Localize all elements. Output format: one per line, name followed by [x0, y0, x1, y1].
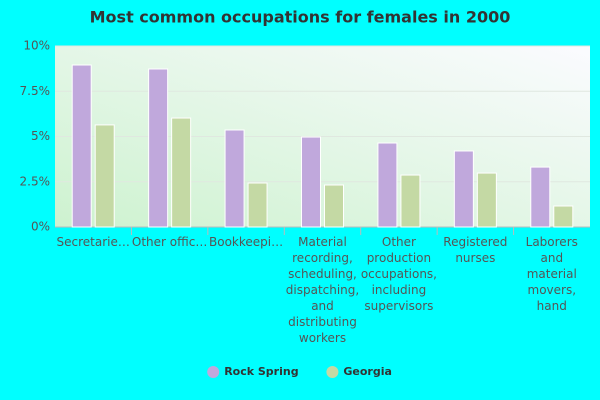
bar: [553, 205, 574, 228]
y-tick-label: 10%: [23, 39, 50, 53]
legend-label: Georgia: [343, 365, 392, 378]
bar: [400, 174, 421, 228]
x-tick-label: Laborers and material movers, hand: [525, 235, 578, 313]
x-tick-label-box: Registered nurses: [443, 235, 508, 265]
bar: [301, 136, 321, 228]
x-tick-label: Other offic…: [131, 235, 208, 249]
x-tick-label-box: Material recording, scheduling, dispatch…: [285, 235, 360, 345]
x-tick-label: Bookkeepi…: [209, 235, 284, 249]
x-tick-label-box: Other production occupations, including …: [360, 235, 437, 313]
x-tick-label-box: Bookkeepi…: [209, 235, 284, 249]
legend-marker: [326, 366, 339, 378]
x-tick-label: Registered nurses: [443, 235, 508, 265]
legend-marker: [207, 366, 220, 378]
x-tick-label-box: Other offic…: [131, 235, 208, 249]
x-tick-label-box: Secretarie…: [56, 235, 130, 249]
bar: [453, 150, 474, 228]
y-tick-label: 2.5%: [20, 174, 51, 188]
y-tick-label: 0%: [31, 220, 50, 234]
bar: [476, 172, 497, 228]
x-tick-label: Other production occupations, including …: [360, 235, 437, 313]
x-tick-label-box: Laborers and material movers, hand: [525, 235, 578, 313]
bar: [148, 68, 169, 228]
y-tick-label: 7.5%: [20, 84, 51, 98]
legend-label: Rock Spring: [224, 365, 298, 378]
bar: [324, 184, 344, 228]
bar: [247, 182, 268, 228]
x-tick-label: Material recording, scheduling, dispatch…: [285, 235, 360, 345]
bar: [224, 129, 245, 228]
y-tick-label: 5%: [31, 129, 50, 143]
bar: [94, 124, 115, 228]
x-tick-label: Secretarie…: [56, 235, 130, 249]
chart-title: Most common occupations for females in 2…: [90, 8, 511, 27]
bar: [377, 142, 398, 228]
bar: [71, 64, 92, 228]
bar: [171, 117, 192, 228]
bar: [530, 166, 551, 228]
